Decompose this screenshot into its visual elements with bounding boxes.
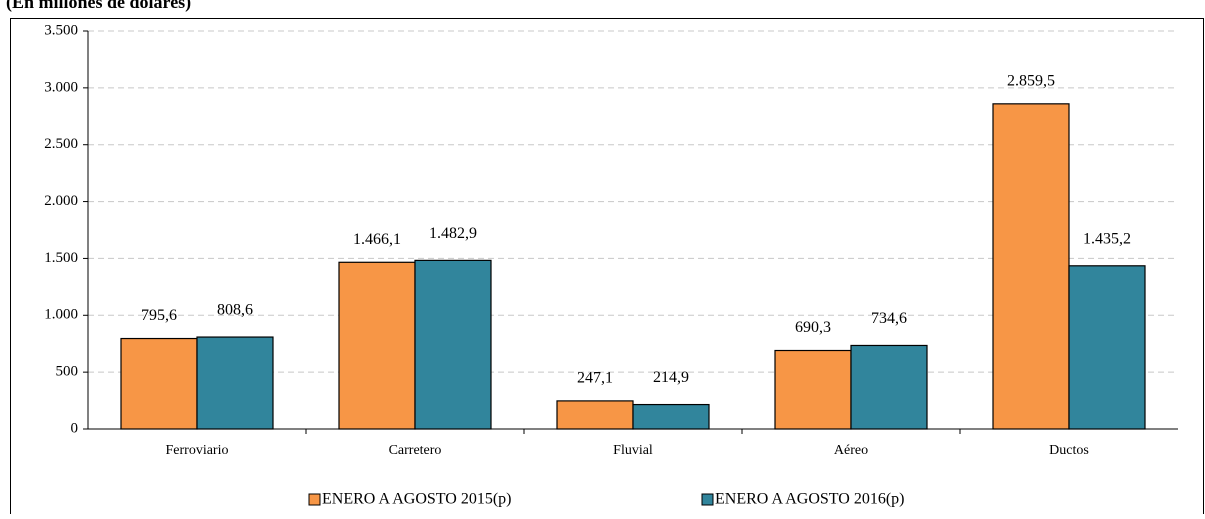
legend-label: ENERO A AGOSTO 2015(p) <box>322 491 512 508</box>
bar <box>414 259 492 430</box>
bar <box>1068 265 1146 430</box>
value-label: 734,6 <box>871 310 907 327</box>
bar <box>632 403 710 430</box>
bar <box>556 400 634 430</box>
value-label: 247,1 <box>577 370 613 387</box>
y-tick-label: 3.500 <box>44 22 78 38</box>
x-tick-label: Carretero <box>389 443 442 458</box>
bar <box>338 261 416 430</box>
value-label: 1.466,1 <box>353 231 401 248</box>
x-tick-label: Ferroviario <box>166 443 229 458</box>
y-tick-label: 0 <box>71 420 79 436</box>
y-tick-label: 2.000 <box>44 193 78 209</box>
bar <box>850 344 928 430</box>
legend-swatch <box>308 493 321 506</box>
value-label: 2.859,5 <box>1007 73 1055 90</box>
bar <box>774 349 852 430</box>
y-tick-label: 3.000 <box>44 79 78 95</box>
chart-title: (En millones de dólares) <box>6 0 191 13</box>
x-tick-label: Fluvial <box>613 443 653 458</box>
bar <box>120 337 198 430</box>
x-tick-label: Ductos <box>1049 443 1089 458</box>
value-label: 1.482,9 <box>429 225 477 242</box>
y-tick-label: 1.500 <box>44 250 78 266</box>
y-tick-label: 500 <box>56 364 79 380</box>
x-tick-label: Aéreo <box>834 443 868 458</box>
value-label: 690,3 <box>795 319 831 336</box>
legend-label: ENERO A AGOSTO 2016(p) <box>715 491 905 508</box>
y-tick-label: 1.000 <box>44 307 78 323</box>
value-label: 795,6 <box>141 307 177 324</box>
value-label: 808,6 <box>217 302 253 319</box>
value-label: 1.435,2 <box>1083 230 1131 247</box>
bar <box>992 103 1070 430</box>
value-label: 214,9 <box>653 369 689 386</box>
legend-swatch <box>701 493 714 506</box>
y-tick-label: 2.500 <box>44 136 78 152</box>
bar <box>196 336 274 430</box>
